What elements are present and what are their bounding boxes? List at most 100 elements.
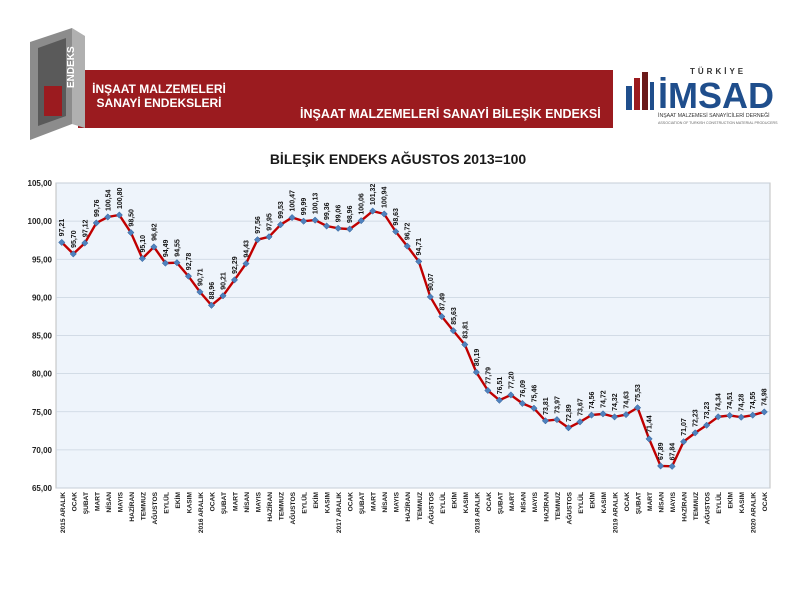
x-tick-label: MART — [509, 492, 516, 511]
data-label: 75,53 — [635, 384, 642, 402]
data-point — [207, 301, 216, 309]
line-chart: BİLEŞİK ENDEKS AĞUSTOS 2013=100 65,00 70,… — [28, 150, 771, 533]
data-label: 94,49 — [163, 240, 170, 258]
data-point — [426, 293, 434, 301]
data-label: 100,13 — [313, 193, 320, 215]
data-point — [599, 410, 607, 418]
data-label: 90,21 — [220, 272, 227, 290]
x-tick-label: TEMMUZ — [279, 492, 286, 520]
data-point — [507, 391, 515, 399]
data-point — [184, 272, 192, 280]
x-tick-label: 2017 ARALIK — [336, 492, 343, 533]
data-label: 99,99 — [301, 198, 308, 216]
data-point — [403, 242, 411, 250]
data-label: 90,71 — [197, 268, 204, 286]
x-tick-label: MART — [94, 492, 101, 511]
y-tick-label: 100,00 — [28, 217, 53, 226]
x-tick-label: AĞUSTOS — [288, 491, 297, 524]
data-point — [357, 217, 365, 225]
data-point — [576, 418, 584, 426]
x-tick-label: 2020 ARALIK — [751, 492, 758, 533]
x-tick-label: 2016 ARALIK — [198, 492, 205, 533]
data-label: 96,72 — [405, 223, 412, 241]
data-label: 74,98 — [762, 388, 769, 406]
data-label: 101,32 — [370, 184, 377, 206]
data-point — [703, 421, 711, 429]
org-country: TÜRKİYE — [690, 67, 746, 76]
data-label: 75,46 — [531, 385, 538, 403]
x-tick-label: OCAK — [71, 492, 78, 512]
data-point — [115, 211, 123, 219]
org-subname: ASSOCIATION OF TURKISH CONSTRUCTION MATE… — [658, 121, 778, 125]
data-label: 74,32 — [612, 393, 619, 411]
data-label: 73,97 — [554, 396, 561, 414]
x-tick-label: OCAK — [762, 492, 769, 512]
data-label: 99,06 — [336, 205, 343, 223]
data-point — [760, 408, 768, 416]
data-point — [634, 404, 642, 412]
x-tick-label: HAZİRAN — [404, 492, 412, 522]
data-label: 74,55 — [750, 392, 757, 410]
data-label: 97,12 — [82, 219, 89, 237]
data-label: 67,84 — [670, 443, 677, 461]
x-tick-label: MAYIS — [256, 491, 263, 512]
data-point — [541, 417, 549, 425]
data-point — [288, 213, 296, 222]
data-label: 71,44 — [647, 415, 654, 433]
x-tick-label: AĞUSTOS — [564, 491, 573, 524]
x-tick-label: ŞUBAT — [221, 492, 228, 514]
x-tick-label: EKİM — [589, 491, 597, 508]
data-point — [737, 413, 745, 421]
chart-title: BİLEŞİK ENDEKS AĞUSTOS 2013=100 — [270, 150, 527, 167]
x-tick-label: ŞUBAT — [497, 492, 504, 514]
x-tick-label: ŞUBAT — [359, 492, 366, 514]
data-label: 88,96 — [209, 282, 216, 300]
data-label: 74,51 — [727, 392, 734, 410]
data-point — [415, 257, 423, 266]
data-label: 97,95 — [267, 213, 274, 231]
x-tick-label: TEMMUZ — [417, 492, 424, 520]
data-label: 72,89 — [566, 404, 573, 422]
data-point — [484, 386, 492, 395]
data-label: 76,09 — [520, 380, 527, 398]
data-label: 73,67 — [577, 398, 584, 416]
data-point — [749, 411, 757, 419]
data-point — [645, 435, 653, 443]
x-tick-label: OCAK — [348, 492, 355, 512]
data-point — [530, 404, 538, 412]
data-point — [392, 228, 400, 236]
data-point — [219, 292, 227, 300]
data-label: 94,71 — [416, 238, 423, 256]
data-label: 74,28 — [739, 394, 746, 412]
x-tick-label: 2019 ARALIK — [613, 492, 620, 533]
data-point — [58, 238, 66, 246]
x-tick-label: EKİM — [727, 491, 735, 508]
x-tick-label: AĞUSTOS — [150, 491, 159, 524]
x-axis: 2015 ARALIK OCAK ŞUBAT MART NİSAN MAYIS HAZİRA… — [60, 491, 769, 533]
x-tick-label: NİSAN — [105, 492, 113, 513]
data-label: 67,89 — [658, 442, 665, 460]
brand-line1: İNŞAAT MALZEMELERİ — [92, 82, 226, 96]
data-label: 100,06 — [359, 193, 366, 215]
x-tick-label: OCAK — [209, 492, 216, 512]
x-tick-label: TEMMUZ — [140, 492, 147, 520]
data-label: 99,76 — [94, 199, 101, 217]
data-label: 90,07 — [428, 273, 435, 291]
data-point — [438, 312, 446, 321]
x-tick-label: 2015 ARALIK — [60, 492, 67, 533]
x-tick-label: NİSAN — [519, 492, 527, 513]
data-label: 98,63 — [393, 208, 400, 226]
data-label: 94,43 — [244, 240, 251, 258]
y-axis: 65,00 70,00 75,00 80,00 85,00 90,00 95,00 100,0… — [28, 179, 53, 493]
data-point — [277, 221, 285, 229]
x-tick-label: EKİM — [174, 491, 182, 508]
data-point — [622, 411, 630, 419]
page-title: İNŞAAT MALZEMELERİ SANAYİ BİLEŞİK ENDEKS… — [300, 107, 601, 121]
x-tick-label: ŞUBAT — [636, 492, 643, 514]
data-point — [668, 462, 676, 470]
data-label: 85,63 — [451, 307, 458, 325]
y-tick-label: 90,00 — [32, 293, 53, 302]
data-label: 99,36 — [324, 202, 331, 220]
x-tick-label: EYLÜL — [438, 492, 447, 514]
x-tick-label: HAZİRAN — [266, 492, 274, 522]
